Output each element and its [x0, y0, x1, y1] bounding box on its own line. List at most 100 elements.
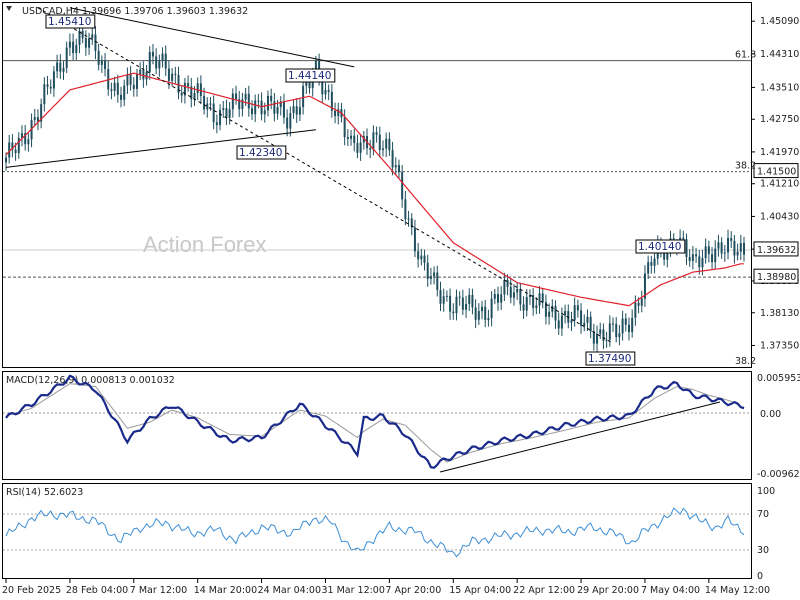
candle-body	[8, 142, 11, 158]
candle-body	[688, 257, 691, 261]
candle-body	[270, 95, 273, 102]
candle-body	[707, 246, 710, 255]
candle-body	[129, 74, 132, 85]
candle-body	[337, 109, 340, 117]
candle-body	[723, 252, 726, 254]
candle-body	[251, 108, 253, 115]
candle-body	[458, 296, 461, 298]
candle-body	[27, 139, 30, 145]
trendline	[69, 7, 355, 68]
candle-body	[436, 272, 439, 291]
macd-label: MACD(12,26,9) 0.000813 0.001032	[6, 375, 175, 386]
candle-body	[62, 67, 65, 72]
candle-body	[484, 306, 487, 320]
candle-body	[506, 279, 509, 287]
time-tick-label: 7 May 04:00	[641, 585, 700, 596]
candle-body	[586, 316, 589, 323]
candle-body	[324, 89, 327, 95]
price-tick-label: 1.42750	[760, 114, 799, 125]
candle-body	[410, 218, 413, 228]
candles	[5, 22, 745, 352]
candle-body	[439, 290, 442, 304]
price-tick-label: 1.40430	[760, 211, 799, 222]
fib-382-bottom-label: 38.2	[735, 356, 756, 367]
low-label: 1.37490	[588, 353, 631, 365]
candle-body	[442, 296, 445, 304]
time-tick-label: 14 May 12:00	[705, 585, 770, 596]
candle-body	[282, 101, 285, 118]
candle-body	[247, 93, 250, 109]
trendlines	[5, 7, 614, 344]
candle-body	[91, 34, 94, 39]
candle-body	[148, 51, 151, 73]
candle-body	[695, 254, 698, 257]
candle-body	[720, 242, 723, 254]
candle-body	[503, 279, 506, 295]
candle-body	[343, 117, 346, 138]
rsi-tick-100: 100	[757, 486, 775, 497]
candle-body	[397, 165, 400, 173]
fib-618-label: 61.8	[735, 50, 756, 61]
candle-body	[94, 34, 97, 51]
candle-body	[228, 109, 231, 118]
rsi-tick-70: 70	[757, 509, 769, 520]
candle-body	[177, 75, 180, 93]
candle-body	[260, 100, 263, 115]
candle-body	[273, 101, 276, 114]
candle-body	[528, 295, 531, 298]
candle-body	[583, 322, 586, 326]
candle-body	[164, 53, 167, 69]
candle-body	[135, 74, 138, 89]
candle-body	[653, 258, 656, 266]
candle-body	[714, 248, 717, 263]
candle-body	[634, 302, 637, 318]
candle-body	[244, 93, 247, 100]
candle-body	[519, 289, 522, 305]
candle-body	[471, 294, 474, 308]
candle-body	[199, 83, 202, 96]
candle-body	[330, 91, 333, 111]
candle-body	[36, 117, 39, 122]
candle-body	[215, 122, 218, 125]
candle-body	[602, 329, 605, 341]
candle-body	[225, 108, 228, 118]
candle-body	[608, 323, 611, 340]
candle-body	[733, 240, 736, 256]
candle-body	[305, 82, 308, 86]
candle-body	[84, 38, 87, 48]
candle-body	[685, 239, 688, 258]
candle-body	[465, 304, 468, 310]
candle-body	[698, 256, 701, 268]
candle-body	[183, 82, 186, 96]
candle-body	[359, 142, 362, 153]
candle-body	[257, 100, 260, 102]
candle-body	[493, 294, 496, 299]
candle-body	[235, 93, 238, 100]
macd-tick-zero: 0.00	[760, 409, 781, 420]
candle-body	[298, 107, 301, 115]
candle-body	[570, 320, 573, 323]
candle-body	[647, 262, 650, 274]
level-14150-tag: 1.41500	[757, 167, 796, 178]
candle-body	[596, 333, 599, 344]
candle-body	[46, 84, 49, 87]
candle-body	[385, 138, 388, 149]
candle-body	[59, 62, 62, 72]
candle-body	[295, 106, 298, 115]
price-tick-label: 1.45090	[760, 16, 799, 27]
candle-body	[417, 251, 420, 260]
candle-body	[612, 323, 615, 325]
candle-body	[739, 242, 742, 252]
candle-body	[487, 318, 490, 320]
candle-body	[560, 315, 563, 329]
candle-body	[263, 110, 266, 115]
candle-body	[193, 93, 196, 100]
candle-body	[142, 69, 145, 80]
candle-body	[110, 89, 113, 91]
candle-body	[717, 242, 720, 249]
current-price-tag: 1.39632	[757, 245, 796, 256]
candle-body	[97, 50, 100, 65]
candle-body	[238, 99, 241, 110]
candle-body	[576, 305, 579, 311]
candle-body	[497, 294, 499, 303]
